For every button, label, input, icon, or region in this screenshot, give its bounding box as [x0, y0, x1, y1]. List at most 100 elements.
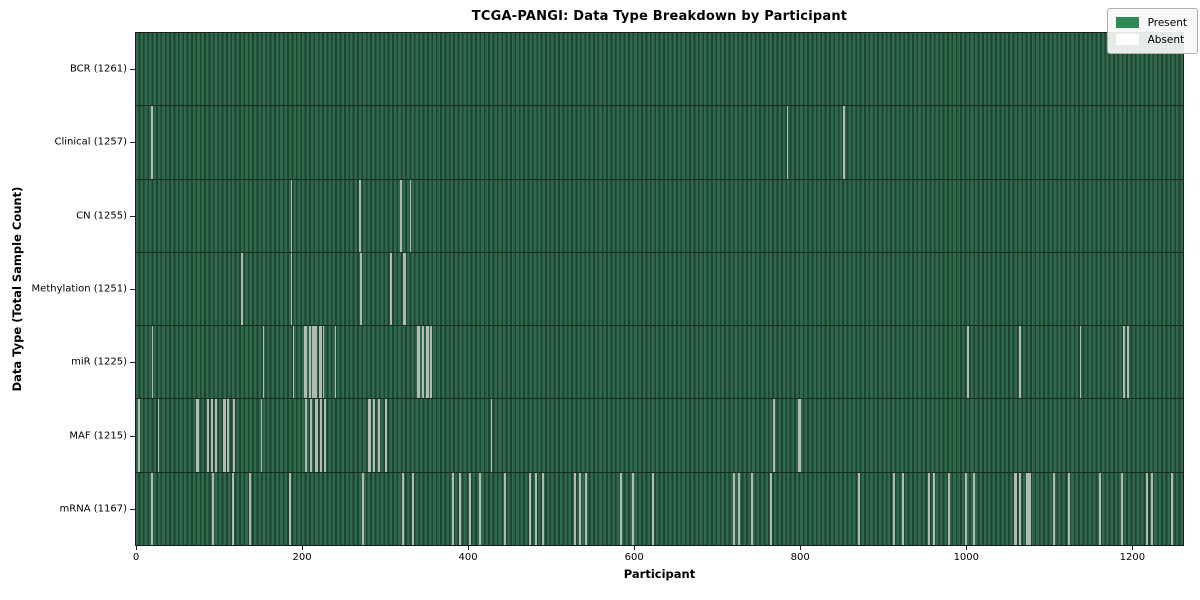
absent-line — [452, 472, 454, 545]
absent-line — [1121, 472, 1123, 545]
absent-line — [458, 472, 461, 545]
absent-line — [928, 472, 931, 545]
absent-line — [1030, 472, 1032, 545]
x-tick-mark — [800, 546, 802, 550]
absent-line — [503, 472, 505, 545]
y-tick-label: CN (1255) — [76, 210, 127, 222]
absent-line — [575, 472, 577, 545]
absent-line — [786, 106, 789, 179]
absent-line — [1015, 472, 1017, 545]
absent-line — [535, 472, 537, 545]
y-tick-mark — [130, 215, 135, 217]
absent-line — [422, 326, 424, 399]
absent-line — [967, 326, 969, 399]
absent-line — [359, 179, 361, 252]
absent-line — [211, 399, 213, 472]
absent-line — [303, 326, 305, 399]
legend-item-absent: Absent — [1115, 31, 1187, 48]
absent-line — [574, 472, 576, 545]
x-tick-label: 200 — [292, 552, 312, 563]
absent-line — [210, 399, 212, 472]
x-tick-label: 600 — [624, 552, 644, 563]
absent-line — [412, 472, 414, 545]
absent-line — [733, 472, 735, 545]
absent-line — [1053, 472, 1055, 545]
absent-line — [426, 326, 428, 399]
absent-line — [311, 399, 313, 472]
absent-line — [379, 399, 381, 472]
absent-line — [233, 399, 236, 472]
absent-line — [409, 179, 412, 252]
absent-line — [138, 399, 140, 472]
x-tick-mark — [1132, 546, 1134, 550]
x-tick-label: 1000 — [953, 552, 980, 563]
absent-line — [948, 472, 951, 545]
absent-line — [478, 472, 481, 545]
absent-line — [418, 326, 420, 399]
data-row-Methylation — [136, 252, 1183, 327]
chart-title: TCGA-PANGI: Data Type Breakdown by Parti… — [471, 9, 848, 24]
absent-line — [232, 472, 234, 545]
absent-line — [859, 472, 861, 545]
absent-line — [738, 472, 740, 545]
absent-line — [318, 326, 320, 399]
y-tick-label: MAF (1215) — [69, 430, 127, 442]
absent-line — [1080, 326, 1082, 399]
absent-line — [651, 472, 653, 545]
absent-line — [228, 399, 230, 472]
absent-line — [320, 399, 322, 472]
legend: Present Absent — [1106, 8, 1198, 54]
absent-line — [1145, 472, 1147, 545]
absent-line — [973, 472, 975, 545]
absent-line — [732, 472, 735, 545]
absent-line — [390, 252, 393, 326]
present-swatch-icon — [1115, 17, 1139, 28]
absent-line — [585, 472, 587, 545]
absent-swatch-icon — [1115, 34, 1139, 45]
y-tick-label: Methylation (1251) — [31, 283, 127, 295]
absent-line — [1099, 472, 1102, 545]
absent-line — [425, 326, 427, 399]
absent-line — [214, 399, 217, 472]
absent-line — [313, 326, 315, 399]
absent-line — [430, 326, 432, 399]
absent-line — [1120, 472, 1122, 545]
absent-line — [306, 326, 308, 399]
absent-line — [1027, 472, 1029, 545]
absent-line — [751, 472, 753, 545]
absent-line — [390, 252, 392, 326]
absent-line — [1124, 326, 1126, 399]
absent-line — [579, 472, 581, 545]
absent-line — [1068, 472, 1070, 545]
absent-line — [542, 472, 544, 545]
absent-line — [459, 472, 461, 545]
absent-line — [427, 326, 429, 399]
absent-line — [358, 179, 360, 252]
absent-line — [542, 472, 545, 545]
absent-line — [315, 326, 317, 399]
absent-line — [157, 399, 159, 472]
absent-line — [965, 472, 967, 545]
absent-line — [212, 472, 214, 545]
absent-line — [1171, 472, 1173, 545]
absent-line — [227, 399, 229, 472]
absent-line — [631, 472, 633, 545]
absent-line — [249, 472, 251, 545]
absent-line — [800, 399, 802, 472]
absent-line — [1151, 472, 1153, 545]
absent-line — [1127, 326, 1129, 399]
absent-line — [312, 326, 314, 399]
absent-line — [316, 326, 318, 399]
x-tick-label: 800 — [790, 552, 810, 563]
absent-line — [206, 399, 208, 472]
absent-line — [312, 326, 315, 399]
absent-line — [928, 472, 930, 545]
x-tick-mark — [302, 546, 304, 550]
absent-line — [315, 399, 317, 472]
absent-line — [773, 399, 775, 472]
absent-line — [1026, 472, 1028, 545]
absent-line — [319, 326, 321, 399]
absent-line — [1020, 472, 1022, 545]
absent-line — [151, 472, 153, 545]
absent-line — [292, 326, 295, 399]
